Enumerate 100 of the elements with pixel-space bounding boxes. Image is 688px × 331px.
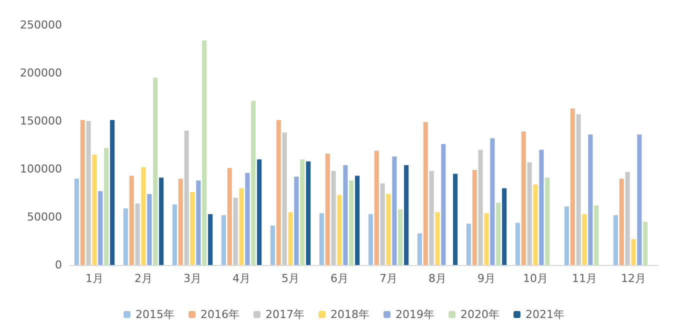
bar bbox=[643, 222, 648, 265]
bar bbox=[564, 206, 569, 265]
bar bbox=[221, 215, 226, 265]
bar bbox=[80, 120, 85, 265]
bar bbox=[386, 194, 391, 265]
bar bbox=[594, 205, 599, 265]
bar bbox=[368, 214, 373, 265]
bar bbox=[472, 170, 477, 265]
bar bbox=[441, 144, 446, 265]
legend-label: 2020年 bbox=[460, 308, 500, 321]
bar bbox=[355, 176, 360, 265]
bar bbox=[466, 224, 471, 265]
bar bbox=[294, 176, 299, 265]
legend-label: 2018年 bbox=[330, 308, 370, 321]
x-tick-label: 11月 bbox=[572, 272, 597, 285]
x-tick-label: 3月 bbox=[184, 272, 202, 285]
bar bbox=[208, 214, 213, 265]
bar bbox=[184, 130, 189, 265]
bar bbox=[147, 194, 152, 265]
y-tick-label: 0 bbox=[55, 258, 62, 272]
bar bbox=[319, 213, 324, 265]
bar bbox=[153, 78, 158, 265]
bar bbox=[576, 114, 581, 265]
y-tick-label: 250000 bbox=[20, 18, 62, 32]
bar bbox=[159, 178, 164, 265]
bar bbox=[515, 222, 520, 265]
x-tick-label: 12月 bbox=[621, 272, 646, 285]
bar bbox=[429, 170, 434, 265]
bar bbox=[478, 150, 483, 265]
legend-label: 2017年 bbox=[266, 308, 305, 321]
x-tick-label: 7月 bbox=[380, 272, 398, 285]
bar bbox=[190, 192, 195, 265]
bar bbox=[104, 148, 109, 265]
bar bbox=[582, 214, 587, 265]
bar bbox=[625, 172, 630, 265]
bar bbox=[123, 208, 128, 265]
bar bbox=[343, 165, 348, 265]
bar bbox=[521, 132, 526, 265]
bar bbox=[282, 132, 287, 265]
bar bbox=[453, 174, 458, 265]
bar bbox=[337, 194, 342, 265]
bar bbox=[398, 209, 403, 265]
y-tick-label: 100000 bbox=[20, 162, 62, 176]
bar bbox=[172, 204, 177, 265]
y-tick-label: 50000 bbox=[27, 210, 62, 224]
bar bbox=[490, 138, 495, 265]
bar bbox=[98, 191, 103, 265]
bar bbox=[325, 154, 330, 265]
bar bbox=[637, 134, 642, 265]
bar bbox=[619, 178, 624, 265]
bar bbox=[374, 150, 379, 265]
bar bbox=[496, 202, 501, 265]
bar bbox=[613, 215, 618, 265]
bar bbox=[135, 204, 140, 265]
bar bbox=[110, 120, 115, 265]
bar bbox=[92, 154, 97, 265]
bar bbox=[404, 165, 409, 265]
bar bbox=[141, 167, 146, 265]
bar bbox=[196, 180, 201, 265]
x-tick-label: 6月 bbox=[330, 272, 348, 285]
legend-label: 2016年 bbox=[200, 308, 240, 321]
bar bbox=[588, 134, 593, 265]
bar bbox=[251, 100, 256, 265]
bar bbox=[276, 120, 281, 265]
bar bbox=[288, 212, 293, 265]
x-tick-label: 4月 bbox=[232, 272, 250, 285]
bar bbox=[86, 121, 91, 265]
x-tick-label: 5月 bbox=[282, 272, 300, 285]
bar bbox=[539, 150, 544, 265]
x-tick-label: 1月 bbox=[86, 272, 104, 285]
bar bbox=[227, 168, 232, 265]
y-tick-label: 150000 bbox=[20, 114, 62, 128]
bar bbox=[527, 162, 532, 265]
x-tick-label: 9月 bbox=[478, 272, 496, 285]
bar bbox=[502, 188, 507, 265]
bar bbox=[631, 239, 636, 265]
bar bbox=[533, 184, 538, 265]
bar bbox=[484, 213, 489, 265]
bar bbox=[423, 122, 428, 265]
bar bbox=[178, 178, 183, 265]
bar bbox=[435, 212, 440, 265]
bar bbox=[349, 180, 354, 265]
bar bbox=[129, 176, 134, 265]
bar bbox=[257, 159, 262, 265]
x-tick-label: 8月 bbox=[428, 272, 446, 285]
bar bbox=[270, 226, 275, 265]
bar bbox=[74, 178, 79, 265]
y-tick-label: 200000 bbox=[20, 66, 62, 80]
bar bbox=[202, 40, 207, 265]
bar bbox=[570, 108, 575, 265]
bar bbox=[331, 170, 336, 265]
bar bbox=[300, 159, 305, 265]
bar bbox=[245, 172, 250, 265]
bar bbox=[392, 156, 397, 265]
x-tick-label: 10月 bbox=[523, 272, 548, 285]
bar bbox=[380, 183, 385, 265]
bar bbox=[233, 198, 238, 265]
bar bbox=[239, 188, 244, 265]
bar bbox=[417, 233, 422, 265]
legend-label: 2019年 bbox=[395, 308, 434, 321]
